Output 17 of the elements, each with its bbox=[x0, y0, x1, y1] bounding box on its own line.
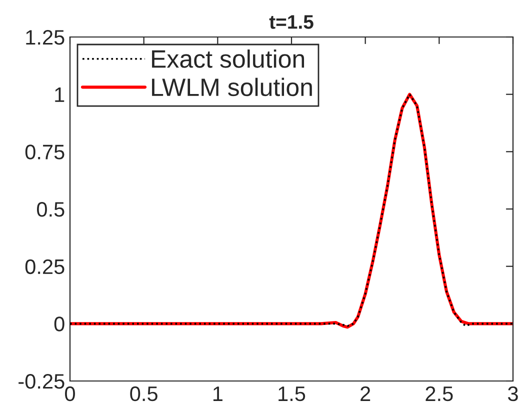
x-tick-label: 0 bbox=[65, 386, 75, 402]
x-tick-label: 3 bbox=[508, 386, 518, 402]
chart-title: t=1.5 bbox=[269, 15, 314, 29]
y-tick-label: 1.25 bbox=[26, 30, 64, 45]
y-tick-label: 0.5 bbox=[36, 202, 64, 217]
y-tick-label: -0.25 bbox=[18, 374, 64, 389]
legend-label: Exact solution bbox=[152, 50, 304, 68]
y-tick-label: 0.75 bbox=[25, 144, 64, 160]
legend-label: LWLM solution bbox=[152, 78, 312, 96]
y-tick-label: 1 bbox=[55, 88, 64, 102]
x-tick-label: 2.5 bbox=[426, 386, 453, 402]
x-tick-label: 0.5 bbox=[130, 386, 158, 402]
x-tick-label: 1 bbox=[213, 386, 222, 401]
y-tick-label: 0 bbox=[54, 316, 64, 332]
x-tick-label: 1.5 bbox=[278, 386, 306, 402]
y-tick-label: 0.25 bbox=[25, 259, 64, 274]
x-tick-label: 2 bbox=[360, 386, 370, 401]
